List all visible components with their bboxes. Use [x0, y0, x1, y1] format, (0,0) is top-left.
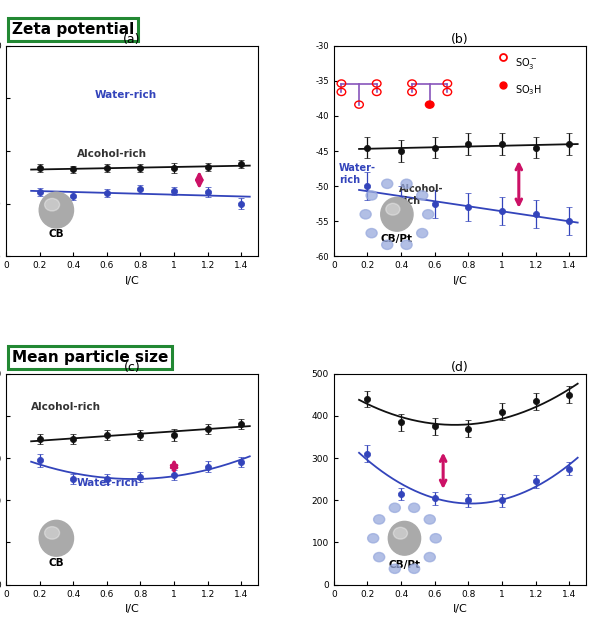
Text: Alcohol-rich: Alcohol-rich — [76, 149, 147, 159]
Title: (c): (c) — [124, 361, 140, 374]
Text: SO$_3$H: SO$_3$H — [516, 83, 542, 97]
Ellipse shape — [368, 534, 379, 543]
Ellipse shape — [374, 552, 385, 562]
Text: CB/Pt: CB/Pt — [388, 560, 420, 570]
X-axis label: I/C: I/C — [125, 276, 140, 286]
Ellipse shape — [401, 240, 412, 249]
Ellipse shape — [390, 503, 400, 513]
Title: (a): (a) — [123, 32, 141, 45]
Ellipse shape — [430, 534, 441, 543]
Text: Zeta potential: Zeta potential — [12, 22, 134, 37]
Ellipse shape — [44, 198, 60, 211]
X-axis label: I/C: I/C — [452, 276, 467, 286]
Text: CB/Pt: CB/Pt — [381, 234, 413, 244]
Text: Alcohol-rich: Alcohol-rich — [31, 402, 101, 412]
Ellipse shape — [408, 564, 420, 573]
Ellipse shape — [44, 527, 60, 539]
Ellipse shape — [417, 191, 428, 200]
Ellipse shape — [388, 521, 420, 555]
Ellipse shape — [360, 210, 371, 219]
Ellipse shape — [401, 179, 412, 188]
Ellipse shape — [366, 191, 377, 200]
Ellipse shape — [39, 192, 73, 228]
Text: Mean particle size: Mean particle size — [12, 350, 168, 365]
Ellipse shape — [39, 521, 73, 556]
Ellipse shape — [382, 179, 392, 188]
Text: Water-rich: Water-rich — [94, 90, 156, 100]
Ellipse shape — [366, 228, 377, 238]
Text: Water-
rich: Water- rich — [339, 163, 376, 185]
Ellipse shape — [386, 203, 400, 215]
Ellipse shape — [381, 197, 413, 231]
Title: (d): (d) — [451, 361, 469, 374]
Text: SO$_3^-$: SO$_3^-$ — [516, 56, 538, 71]
Text: Alcohol-
rich: Alcohol- rich — [400, 184, 444, 206]
Circle shape — [426, 101, 434, 108]
X-axis label: I/C: I/C — [125, 604, 140, 614]
Title: (b): (b) — [451, 32, 469, 45]
Ellipse shape — [374, 515, 385, 524]
Ellipse shape — [390, 564, 400, 573]
Ellipse shape — [424, 552, 435, 562]
Ellipse shape — [423, 210, 434, 219]
X-axis label: I/C: I/C — [452, 604, 467, 614]
Ellipse shape — [424, 515, 435, 524]
Ellipse shape — [382, 240, 392, 249]
Text: Water-rich: Water-rich — [76, 478, 139, 488]
Text: CB: CB — [49, 230, 64, 239]
Text: CB: CB — [49, 558, 64, 568]
Ellipse shape — [417, 228, 428, 238]
Ellipse shape — [393, 527, 407, 539]
Ellipse shape — [408, 503, 420, 513]
